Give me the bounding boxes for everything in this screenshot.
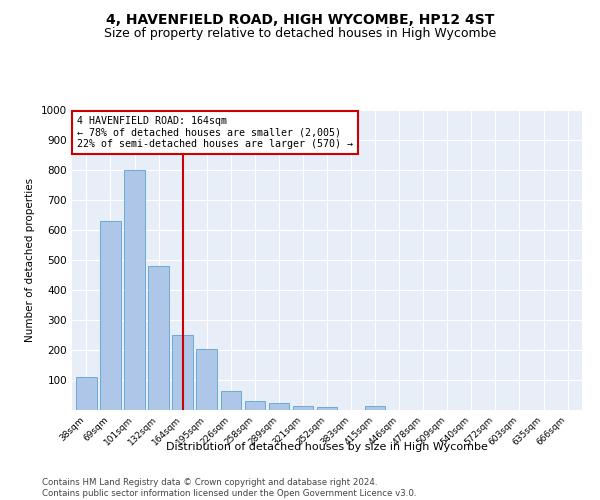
Bar [317, 407, 337, 410]
Bar [148, 266, 169, 410]
Bar [293, 406, 313, 410]
Bar [76, 377, 97, 410]
Bar [269, 404, 289, 410]
Text: 4, HAVENFIELD ROAD, HIGH WYCOMBE, HP12 4ST: 4, HAVENFIELD ROAD, HIGH WYCOMBE, HP12 4… [106, 12, 494, 26]
Bar [172, 335, 193, 410]
Text: Distribution of detached houses by size in High Wycombe: Distribution of detached houses by size … [166, 442, 488, 452]
Bar [196, 348, 217, 410]
Bar [100, 221, 121, 410]
Bar [245, 401, 265, 410]
Bar [365, 406, 385, 410]
Text: Size of property relative to detached houses in High Wycombe: Size of property relative to detached ho… [104, 28, 496, 40]
Y-axis label: Number of detached properties: Number of detached properties [25, 178, 35, 342]
Bar [221, 391, 241, 410]
Text: Contains HM Land Registry data © Crown copyright and database right 2024.
Contai: Contains HM Land Registry data © Crown c… [42, 478, 416, 498]
Text: 4 HAVENFIELD ROAD: 164sqm
← 78% of detached houses are smaller (2,005)
22% of se: 4 HAVENFIELD ROAD: 164sqm ← 78% of detac… [77, 116, 353, 149]
Bar [124, 170, 145, 410]
